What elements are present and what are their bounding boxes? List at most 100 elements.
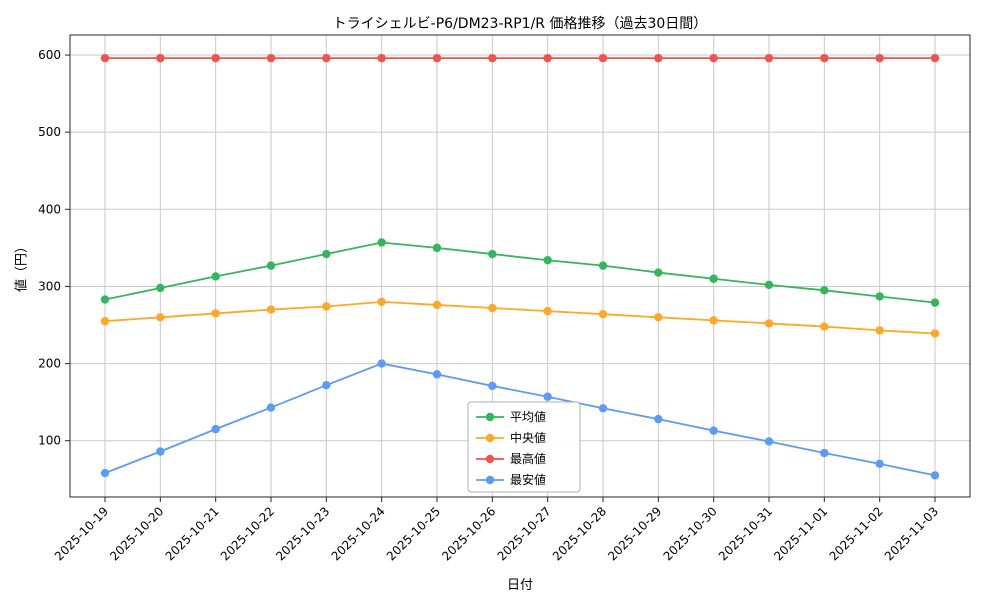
x-axis-label: 日付 [506, 578, 533, 593]
legend-marker-average [485, 412, 495, 422]
y-axis-label: 値（円） [14, 239, 30, 293]
marker-min [322, 380, 331, 390]
y-tick-label: 200 [38, 357, 61, 371]
marker-average [377, 238, 386, 247]
marker-min [820, 448, 829, 458]
y-tick-label: 600 [38, 48, 61, 62]
marker-min [488, 381, 497, 391]
marker-average [930, 298, 940, 307]
x-tick-label: 2025-11-03 [882, 504, 941, 563]
marker-average [709, 274, 718, 283]
x-tick-label: 2025-10-28 [550, 504, 609, 563]
series-line-median [104, 300, 936, 335]
marker-max [432, 53, 442, 63]
marker-max [820, 53, 829, 63]
marker-min [377, 359, 386, 368]
marker-average [100, 295, 110, 304]
marker-average [156, 283, 165, 293]
marker-median [266, 305, 276, 314]
marker-min [930, 471, 940, 480]
x-tick-label: 2025-10-27 [495, 504, 554, 563]
marker-max [211, 53, 220, 63]
marker-average [211, 272, 220, 281]
marker-min [764, 437, 774, 446]
x-tick-label: 2025-11-01 [771, 504, 830, 563]
marker-min [598, 404, 608, 413]
legend-marker-median [485, 433, 495, 443]
y-tick-label: 400 [38, 202, 61, 216]
marker-average [598, 261, 608, 270]
marker-max [875, 53, 884, 63]
y-tick-label: 500 [38, 125, 61, 139]
x-tick-label: 2025-11-02 [827, 504, 886, 563]
marker-average [875, 292, 884, 301]
x-tick-label: 2025-10-21 [163, 504, 222, 563]
marker-max [100, 53, 110, 63]
marker-max [266, 53, 276, 63]
marker-min [875, 459, 884, 469]
marker-max [654, 53, 663, 63]
marker-median [875, 326, 884, 335]
series-line-min [104, 362, 936, 477]
marker-min [156, 447, 165, 456]
x-tick-label: 2025-10-20 [107, 504, 166, 563]
marker-median [820, 322, 829, 331]
marker-max [598, 53, 608, 63]
marker-min [100, 468, 110, 478]
marker-median [543, 306, 552, 316]
marker-max [930, 53, 940, 63]
marker-median [322, 302, 331, 311]
x-tick-label: 2025-10-31 [716, 504, 775, 563]
legend-label-median: 中央値 [510, 430, 546, 445]
x-tick-label: 2025-10-19 [52, 504, 111, 563]
legend-box [467, 401, 581, 493]
marker-max [322, 53, 331, 63]
marker-median [156, 313, 165, 322]
marker-average [654, 268, 663, 277]
marker-max [709, 53, 718, 63]
x-tick-label: 2025-10-25 [384, 504, 443, 563]
x-tick-label: 2025-10-26 [439, 504, 498, 563]
marker-min [211, 424, 220, 434]
x-tick-label: 2025-10-29 [605, 504, 664, 563]
legend-marker-min [485, 475, 495, 485]
x-tick-label: 2025-10-24 [329, 504, 388, 563]
marker-median [764, 319, 774, 328]
marker-max [543, 53, 552, 63]
chart-title: トライシェルビ-P6/DM23-RP1/R 価格推移（過去30日間） [332, 16, 708, 32]
marker-max [488, 53, 497, 63]
marker-median [377, 297, 386, 307]
legend-label-average: 平均値 [510, 409, 546, 424]
marker-median [930, 329, 940, 338]
legend-label-min: 最安値 [510, 472, 546, 487]
marker-median [598, 310, 608, 319]
legend-label-max: 最高値 [510, 451, 546, 466]
marker-median [709, 316, 718, 325]
marker-median [211, 309, 220, 318]
marker-min [709, 426, 718, 435]
marker-min [432, 370, 442, 379]
legend-marker-max [485, 454, 495, 464]
marker-median [100, 316, 110, 326]
marker-average [764, 280, 774, 290]
marker-average [543, 256, 552, 265]
y-tick-label: 100 [38, 434, 61, 448]
y-tick-label: 300 [38, 279, 61, 293]
marker-max [764, 53, 774, 63]
marker-average [488, 249, 497, 259]
x-tick-label: 2025-10-22 [218, 504, 277, 563]
marker-average [820, 286, 829, 295]
marker-min [266, 403, 276, 412]
marker-min [543, 392, 552, 401]
x-tick-label: 2025-10-23 [273, 504, 332, 563]
marker-average [432, 243, 442, 253]
marker-median [488, 303, 497, 313]
marker-median [654, 313, 663, 322]
x-tick-label: 2025-10-30 [661, 504, 720, 563]
marker-median [432, 300, 442, 310]
marker-min [654, 414, 663, 424]
series-line-average [104, 241, 936, 304]
marker-average [266, 261, 276, 270]
